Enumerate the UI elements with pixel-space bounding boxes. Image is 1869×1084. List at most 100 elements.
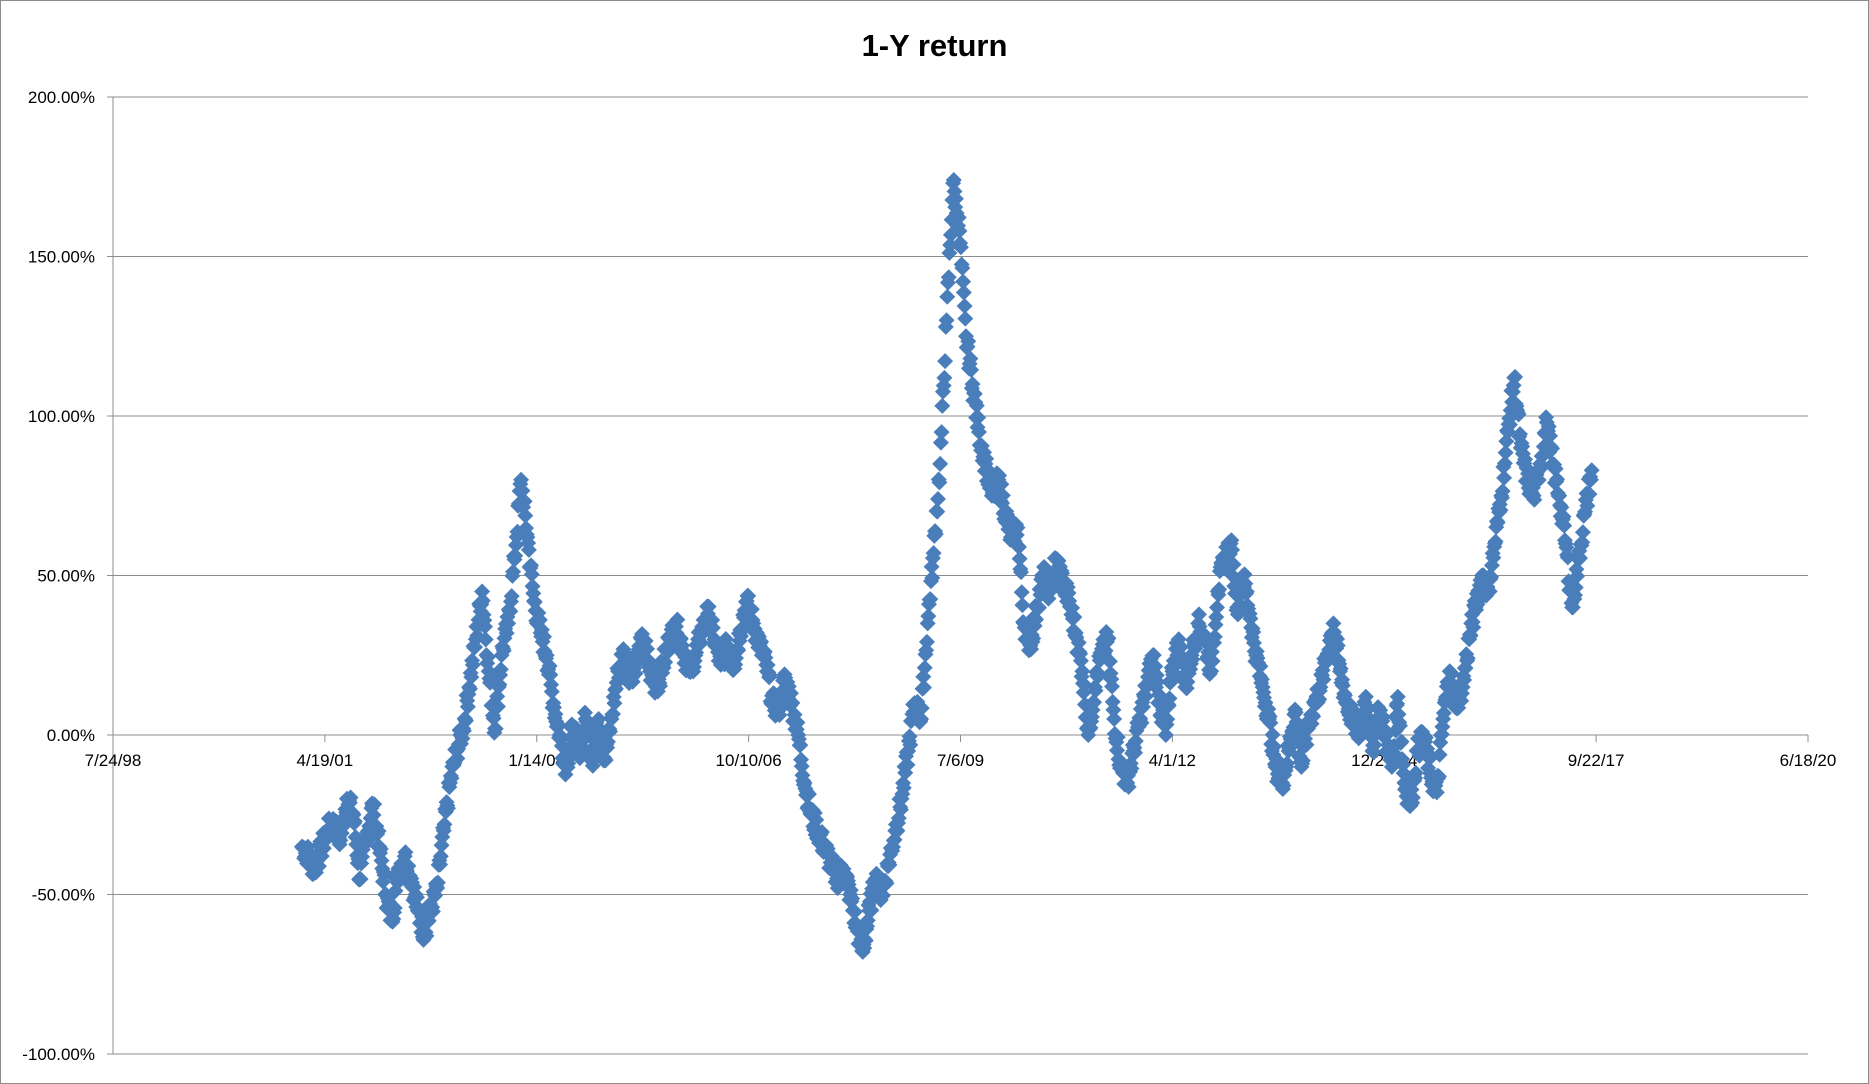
data-point — [459, 698, 476, 715]
data-point — [1435, 704, 1452, 721]
data-point — [1072, 652, 1089, 669]
data-point — [463, 669, 480, 686]
data-point — [1279, 755, 1296, 772]
data-point — [1190, 606, 1207, 623]
data-point — [1208, 599, 1225, 616]
data-point — [1574, 534, 1591, 551]
data-point — [1496, 469, 1513, 486]
axes — [107, 96, 1809, 1055]
data-point — [962, 350, 979, 367]
data-point — [479, 648, 496, 665]
data-point — [1010, 539, 1027, 556]
data-point — [1275, 777, 1292, 794]
data-point — [372, 840, 389, 857]
data-point — [913, 711, 930, 728]
data-point — [386, 900, 403, 917]
data-point — [597, 752, 614, 769]
data-point — [895, 779, 912, 796]
data-point — [1009, 519, 1026, 536]
data-point — [700, 598, 717, 615]
data-point — [1417, 729, 1434, 746]
data-point — [1332, 660, 1349, 677]
data-point — [500, 615, 517, 632]
data-point — [1485, 549, 1502, 566]
data-points — [293, 171, 1600, 960]
x-tick-label: 9/22/17 — [1568, 751, 1625, 770]
data-point — [1211, 581, 1228, 598]
data-point — [1389, 688, 1406, 705]
data-point — [913, 700, 930, 717]
data-point — [1223, 532, 1240, 549]
data-point — [1014, 597, 1031, 614]
data-point — [1120, 778, 1137, 795]
data-point — [1407, 764, 1424, 781]
data-point — [541, 657, 558, 674]
data-point — [432, 848, 449, 865]
data-point — [920, 608, 937, 625]
data-point — [542, 666, 559, 683]
data-point — [1087, 682, 1104, 699]
data-point — [1149, 673, 1166, 690]
data-point — [513, 471, 530, 488]
data-point — [1391, 717, 1408, 734]
data-point — [1582, 471, 1599, 488]
data-point — [1481, 583, 1498, 600]
data-point — [436, 816, 453, 833]
data-point — [950, 209, 967, 226]
data-point — [761, 667, 778, 684]
data-point — [955, 284, 972, 301]
data-point — [1544, 440, 1561, 457]
data-point — [808, 811, 825, 828]
data-point — [489, 698, 506, 715]
data-point — [474, 592, 491, 609]
data-point — [970, 409, 987, 426]
data-point — [1526, 491, 1543, 508]
data-point — [892, 801, 909, 818]
data-point — [1028, 611, 1045, 628]
data-point — [1090, 668, 1107, 685]
data-point — [464, 656, 481, 673]
data-point — [1266, 738, 1283, 755]
data-point — [927, 525, 944, 542]
data-point — [789, 714, 806, 731]
data-point — [1510, 406, 1527, 423]
data-point — [1137, 688, 1154, 705]
data-point — [652, 677, 669, 694]
data-point — [942, 237, 959, 254]
data-point — [1329, 637, 1346, 654]
x-tick-labels: 7/24/98 4/19/01 1/14/04 10/10/06 7/6/09 4/1/1… — [85, 751, 1837, 770]
data-point — [1574, 524, 1591, 541]
data-point — [955, 273, 972, 290]
data-point — [1204, 653, 1221, 670]
data-point — [1532, 458, 1549, 475]
data-point — [477, 618, 494, 635]
data-point — [1086, 694, 1103, 711]
y-tick-label: -50.00% — [32, 886, 95, 905]
data-point — [1559, 549, 1576, 566]
data-point — [627, 665, 644, 682]
data-point — [1404, 789, 1421, 806]
data-point — [968, 397, 985, 414]
data-point — [1262, 714, 1279, 731]
data-point — [400, 857, 417, 874]
data-point — [1569, 568, 1586, 585]
data-point — [1066, 609, 1083, 626]
data-point — [740, 587, 757, 604]
data-point — [960, 333, 977, 350]
data-point — [1555, 508, 1572, 525]
data-point — [1225, 556, 1242, 573]
y-tick-label: 0.00% — [47, 726, 95, 745]
data-point — [517, 507, 534, 524]
data-point — [1172, 638, 1189, 655]
data-point — [1492, 502, 1509, 519]
data-point — [1556, 517, 1573, 534]
x-tick-label: 7/24/98 — [85, 751, 142, 770]
data-point — [1101, 653, 1118, 670]
data-point — [1298, 736, 1315, 753]
data-point — [1074, 663, 1091, 680]
data-point — [477, 631, 494, 648]
data-point — [704, 619, 721, 636]
data-point — [937, 353, 954, 370]
data-point — [1103, 678, 1120, 695]
data-point — [543, 683, 560, 700]
